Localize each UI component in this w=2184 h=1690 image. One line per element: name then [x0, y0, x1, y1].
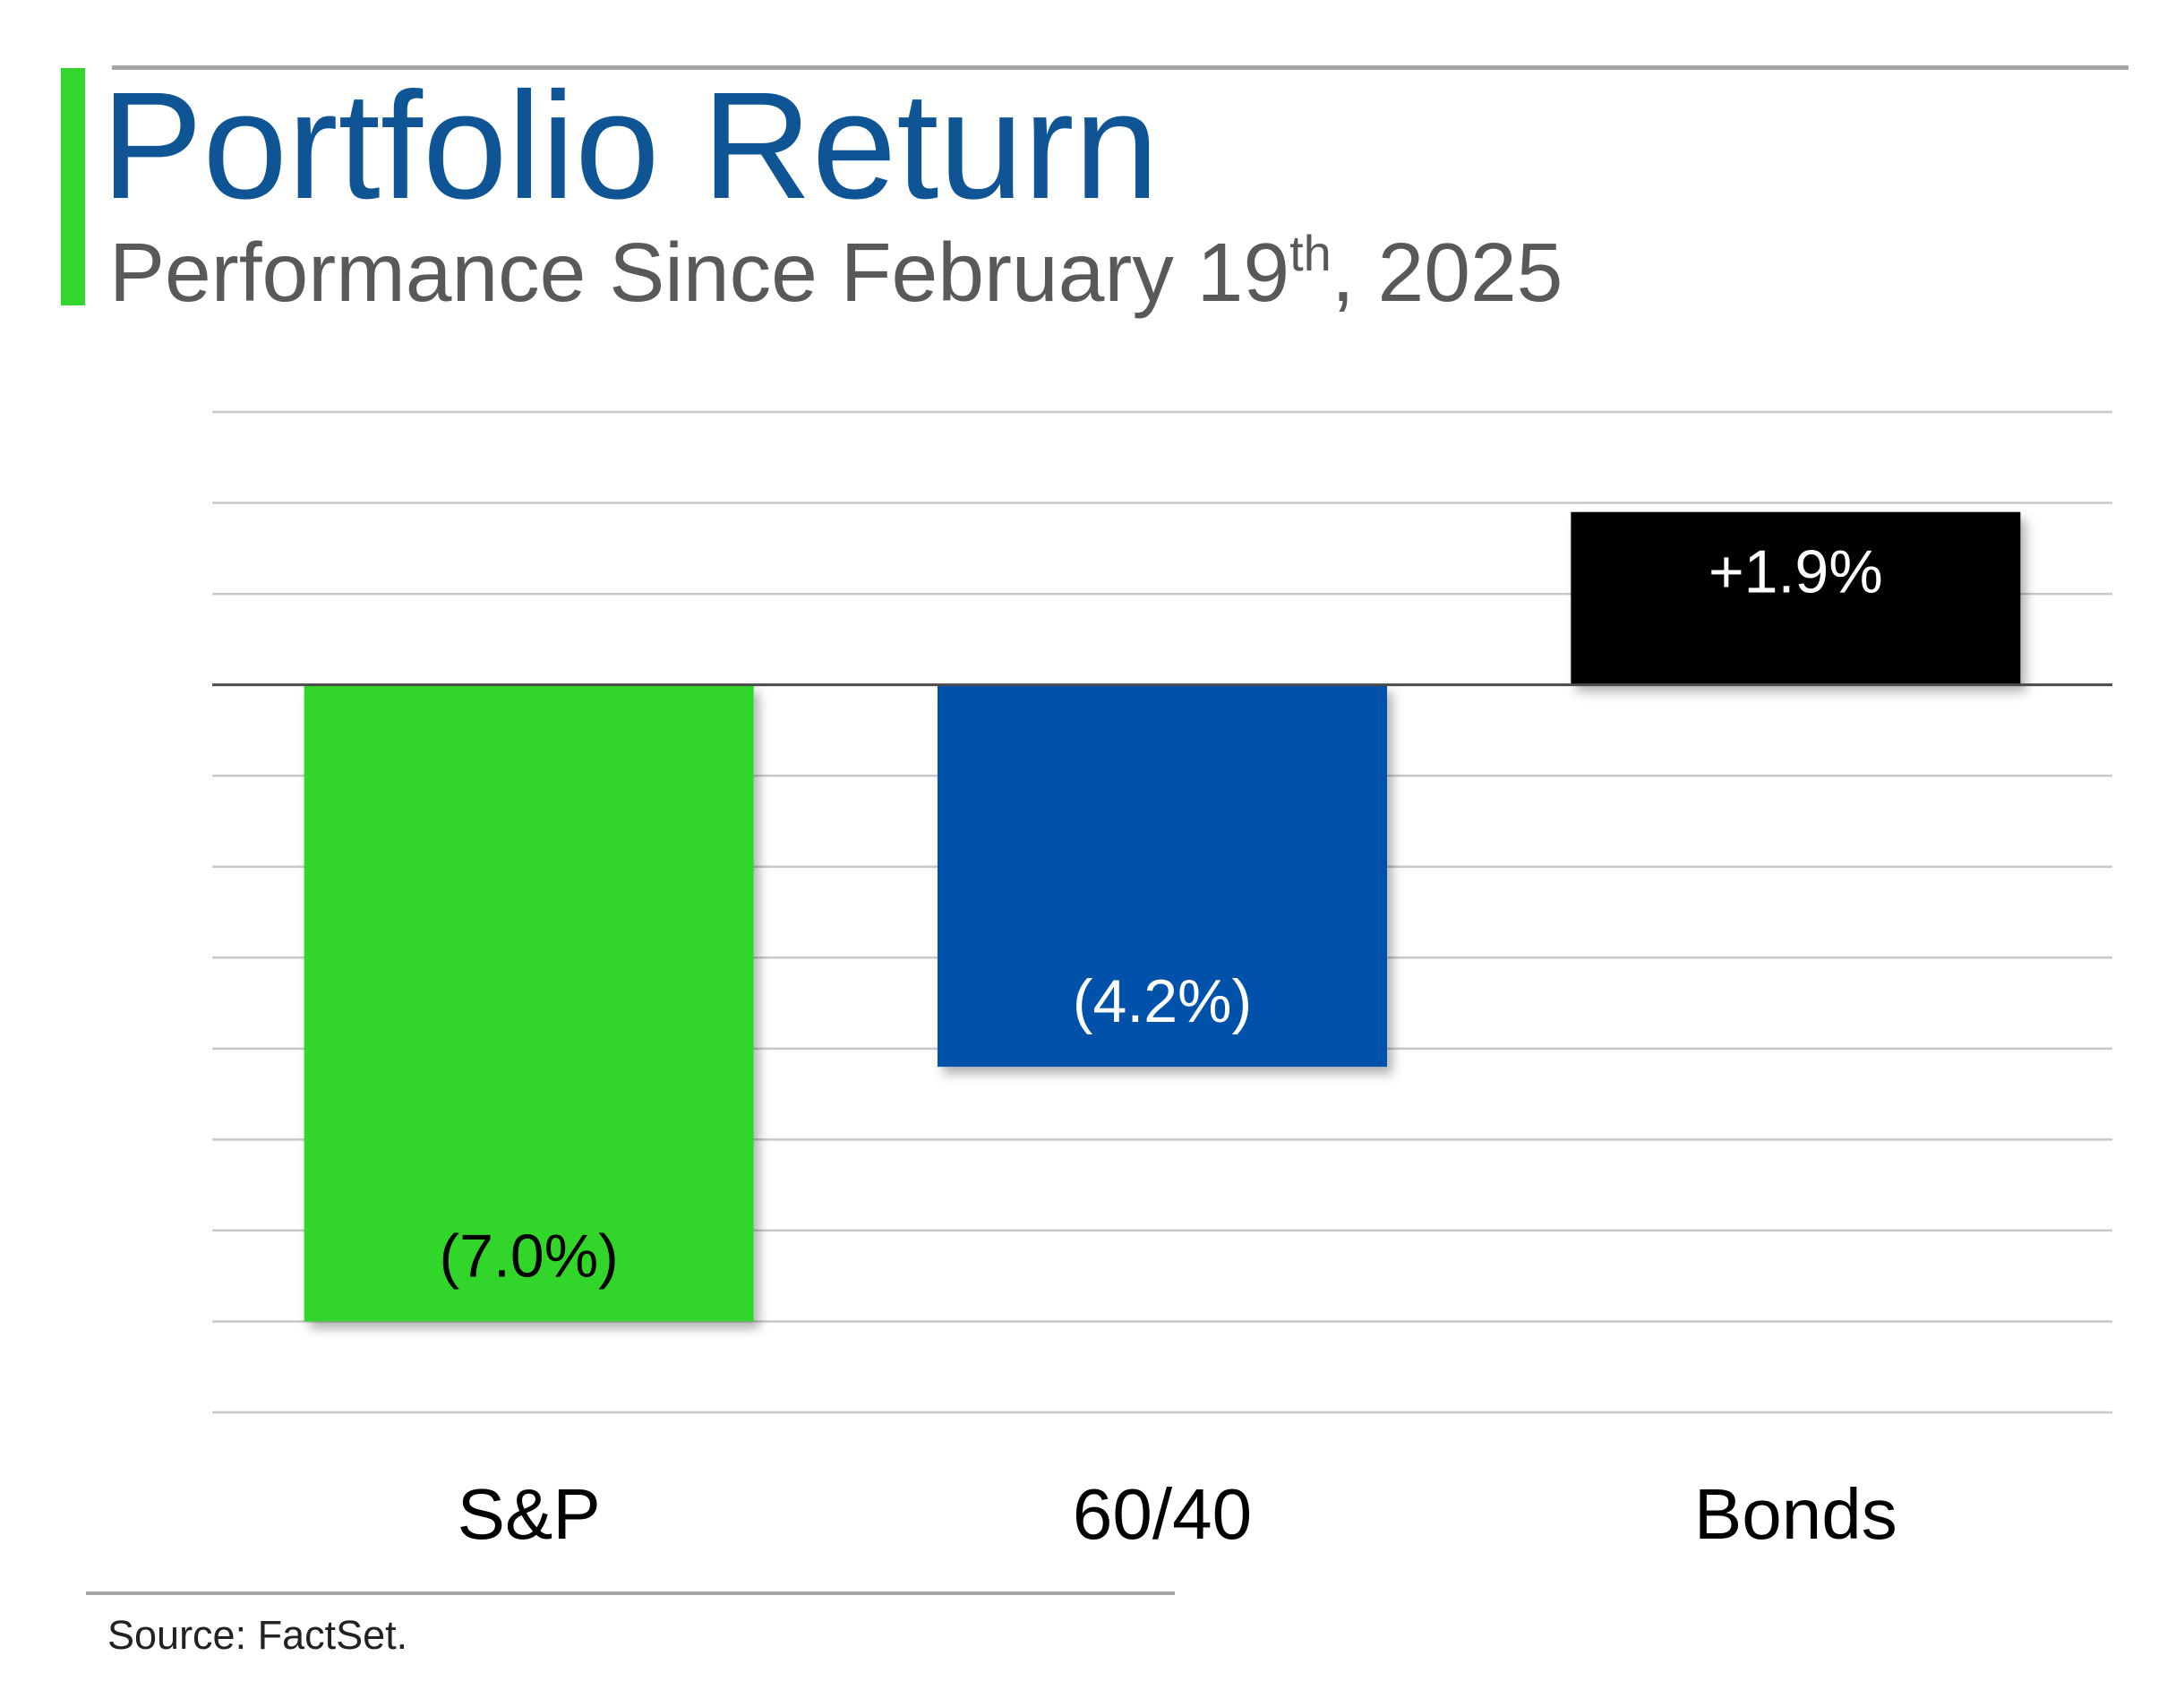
page-subtitle: Performance Since February 19th, 2025 [109, 228, 1563, 314]
chart-bars [304, 511, 2021, 1322]
data-label: +1.9% [1709, 538, 1883, 606]
chart-category-labels: S&P 60/40 Bonds [458, 1474, 1897, 1554]
source-note: Source: FactSet. [107, 1612, 408, 1658]
data-label: (7.0%) [440, 1222, 619, 1290]
top-divider [112, 65, 2128, 70]
subtitle-main-text: Performance Since February 19 [109, 226, 1290, 319]
title-accent-bar [61, 68, 85, 305]
bar-1 [304, 684, 754, 1322]
data-label: (4.2%) [1073, 967, 1252, 1035]
subtitle-year-text: , 2025 [1331, 226, 1563, 319]
subtitle-ordinal-suffix: th [1289, 225, 1332, 281]
page-title: Portfolio Return [101, 61, 1160, 231]
bar-3 [1571, 511, 2021, 685]
category-label: 60/40 [1073, 1474, 1252, 1554]
category-label: S&P [458, 1474, 601, 1554]
source-divider [86, 1591, 1175, 1595]
category-label: Bonds [1694, 1474, 1897, 1554]
bar-2 [938, 684, 1387, 1068]
chart-data-labels: (7.0%) (4.2%) +1.9% [440, 538, 1883, 1291]
